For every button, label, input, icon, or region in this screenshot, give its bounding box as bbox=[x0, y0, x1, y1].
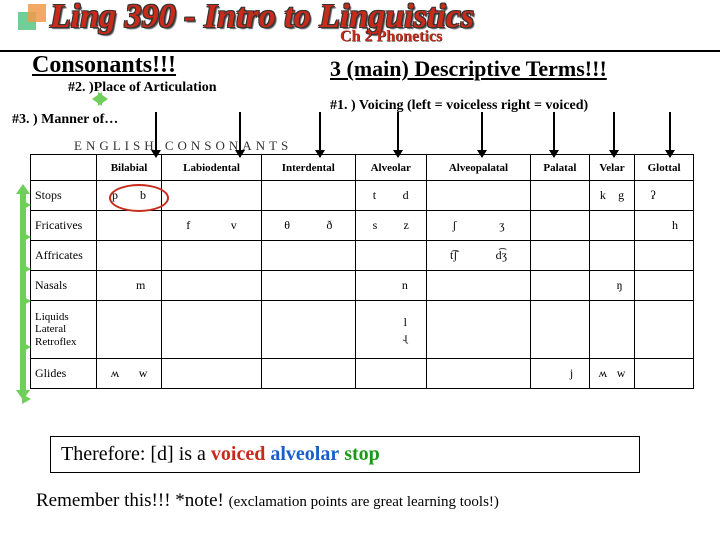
row-arrow-icon bbox=[22, 232, 31, 242]
consonant-cell bbox=[635, 271, 694, 301]
consonant-cell: j bbox=[531, 359, 590, 389]
consonant-cell bbox=[635, 301, 694, 359]
consonant-cell bbox=[162, 301, 262, 359]
consonant-cell bbox=[635, 359, 694, 389]
row-arrow-icon bbox=[22, 394, 31, 404]
consonant-cell bbox=[531, 181, 590, 211]
consonant-cell bbox=[162, 181, 262, 211]
consonant-cell bbox=[426, 301, 530, 359]
consonant-cell bbox=[162, 359, 262, 389]
consonant-cell bbox=[589, 301, 634, 359]
consonant-cell bbox=[426, 271, 530, 301]
consonant-cell bbox=[262, 301, 356, 359]
consonant-cell bbox=[355, 359, 426, 389]
row-arrow-icon bbox=[22, 342, 31, 352]
consonant-cell bbox=[97, 241, 162, 271]
row-label: Glides bbox=[31, 359, 97, 389]
consonant-cell: ʔ bbox=[635, 181, 694, 211]
label-voicing: #1. ) Voicing (left = voiceless right = … bbox=[330, 98, 588, 114]
row-label: Affricates bbox=[31, 241, 97, 271]
column-header: Palatal bbox=[531, 155, 590, 181]
consonant-cell bbox=[531, 271, 590, 301]
row-label: Stops bbox=[31, 181, 97, 211]
conclusion-alveolar: alveolar bbox=[270, 443, 339, 465]
consonant-cell bbox=[635, 241, 694, 271]
label-manner: #3. ) Manner of… bbox=[12, 112, 118, 129]
conclusion-prefix: Therefore: [d] is a bbox=[61, 443, 211, 465]
consonant-table: BilabialLabiodentalInterdentalAlveolarAl… bbox=[30, 154, 694, 389]
logo-icon bbox=[18, 4, 46, 32]
conclusion-box: Therefore: [d] is a voiced alveolar stop bbox=[50, 436, 640, 473]
consonant-cell: h bbox=[635, 211, 694, 241]
consonant-cell: td bbox=[355, 181, 426, 211]
column-header: Labiodental bbox=[162, 155, 262, 181]
chapter-label: Ch 2 Phonetics bbox=[340, 28, 442, 46]
consonant-cell bbox=[97, 301, 162, 359]
consonant-cell bbox=[262, 241, 356, 271]
consonant-cell: n bbox=[355, 271, 426, 301]
consonant-table-wrap: BilabialLabiodentalInterdentalAlveolarAl… bbox=[30, 154, 694, 389]
table-row: Fricatives fvθðszʃʒ h bbox=[31, 211, 694, 241]
heading-consonants: Consonants!!! bbox=[32, 52, 176, 79]
consonant-cell: kg bbox=[589, 181, 634, 211]
consonant-cell bbox=[262, 181, 356, 211]
row-label: Fricatives bbox=[31, 211, 97, 241]
column-header: Interdental bbox=[262, 155, 356, 181]
consonant-cell bbox=[162, 241, 262, 271]
consonant-cell bbox=[355, 241, 426, 271]
table-row: Stopspb td kgʔ bbox=[31, 181, 694, 211]
row-arrow-icon bbox=[22, 264, 31, 274]
consonant-cell bbox=[162, 271, 262, 301]
consonant-cell: ŋ bbox=[589, 271, 634, 301]
column-header: Alveopalatal bbox=[426, 155, 530, 181]
column-header: Glottal bbox=[635, 155, 694, 181]
consonant-cell: θð bbox=[262, 211, 356, 241]
consonant-cell bbox=[589, 211, 634, 241]
table-row: Nasalsm n ŋ bbox=[31, 271, 694, 301]
conclusion-stop: stop bbox=[344, 443, 380, 465]
chart-title: ENGLISH CONSONANTS bbox=[74, 138, 292, 154]
consonant-cell bbox=[531, 301, 590, 359]
remember-line: Remember this!!! *note! (exclamation poi… bbox=[36, 490, 499, 512]
row-arrow-icon bbox=[22, 296, 31, 306]
consonant-cell: ʍw bbox=[589, 359, 634, 389]
table-row: Affricates t͡ʃd͡ʒ bbox=[31, 241, 694, 271]
consonant-cell: fv bbox=[162, 211, 262, 241]
consonant-cell bbox=[262, 271, 356, 301]
consonant-cell bbox=[531, 211, 590, 241]
consonant-cell: l ɻ bbox=[355, 301, 426, 359]
consonant-cell: ʃʒ bbox=[426, 211, 530, 241]
row-label: Liquids Lateral Retroflex bbox=[31, 301, 97, 359]
table-row: Glidesʍwjʍw bbox=[31, 359, 694, 389]
consonant-cell bbox=[589, 241, 634, 271]
column-header: Velar bbox=[589, 155, 634, 181]
consonant-cell bbox=[262, 359, 356, 389]
remember-main: Remember this!!! *note! bbox=[36, 490, 229, 511]
column-header: Alveolar bbox=[355, 155, 426, 181]
consonant-cell bbox=[531, 241, 590, 271]
consonant-cell: pb bbox=[97, 181, 162, 211]
consonant-cell bbox=[426, 181, 530, 211]
manner-arrow-icon bbox=[20, 192, 26, 392]
consonant-cell: sz bbox=[355, 211, 426, 241]
row-label: Nasals bbox=[31, 271, 97, 301]
remember-note: (exclamation points are great learning t… bbox=[229, 494, 499, 510]
consonant-cell bbox=[97, 211, 162, 241]
table-row: Liquids Lateral Retroflex l ɻ bbox=[31, 301, 694, 359]
column-header: Bilabial bbox=[97, 155, 162, 181]
label-place: #2. )Place of Articulation bbox=[68, 80, 217, 96]
consonant-cell: t͡ʃd͡ʒ bbox=[426, 241, 530, 271]
heading-descriptive-terms: 3 (main) Descriptive Terms!!! bbox=[330, 56, 607, 82]
consonant-cell: m bbox=[97, 271, 162, 301]
row-arrow-icon bbox=[22, 200, 31, 210]
conclusion-voiced: voiced bbox=[211, 443, 265, 465]
consonant-cell: ʍw bbox=[97, 359, 162, 389]
consonant-cell bbox=[426, 359, 530, 389]
